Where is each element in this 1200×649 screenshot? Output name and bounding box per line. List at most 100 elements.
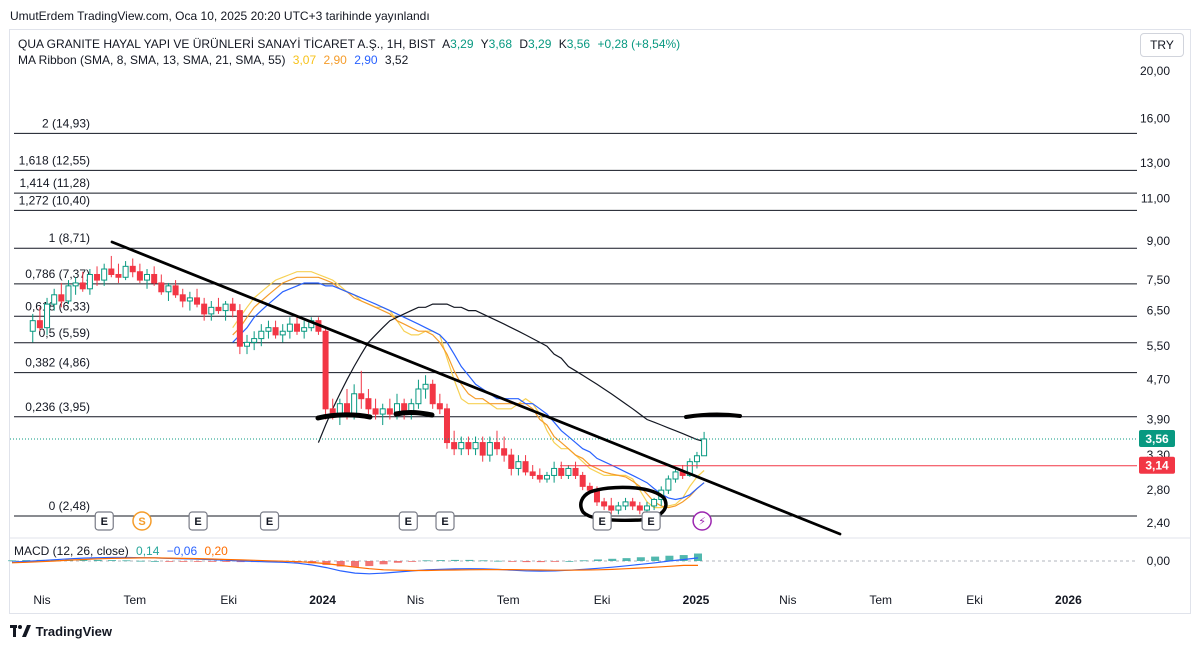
support-marker-1 (315, 412, 373, 421)
candle-body (686, 461, 693, 476)
ma-ribbon-legend[interactable]: MA Ribbon (SMA, 8, SMA, 13, SMA, 21, SMA… (18, 53, 412, 67)
candle-body (215, 306, 222, 312)
candle (636, 501, 643, 515)
macd-zero-tick-label: 0,00 (1147, 554, 1171, 568)
candle-body (236, 310, 243, 347)
candle (165, 282, 172, 301)
candle (472, 436, 479, 456)
candle-body (272, 327, 279, 336)
macd-histogram-bar (508, 561, 517, 562)
candle-body (608, 505, 615, 511)
candle (194, 288, 201, 308)
candle-body (415, 388, 422, 405)
fib-level-label: 1,272 (10,40) (19, 193, 90, 207)
candle (279, 324, 286, 343)
candle-body (358, 393, 365, 400)
earnings-marker-label: E (441, 516, 448, 528)
candle-body (94, 273, 101, 281)
candle-body (229, 303, 236, 312)
candle-body (579, 474, 586, 487)
candle (365, 388, 372, 415)
candle (65, 280, 72, 305)
ohlc-high: Y3,68 (480, 37, 512, 51)
candle-body (443, 408, 450, 444)
candle-body (165, 285, 172, 293)
candle (36, 307, 43, 332)
candle (415, 379, 422, 409)
candle (215, 297, 222, 314)
candle (601, 497, 608, 511)
candle (158, 274, 165, 295)
candle-body (108, 268, 115, 275)
symbol-legend[interactable]: QUA GRANITE HAYAL YAPI VE ÜRÜNLERİ SANAY… (18, 37, 684, 51)
candle (251, 331, 258, 351)
candle-body (551, 467, 558, 476)
time-tick-label: Eki (220, 593, 237, 607)
earnings-marker (641, 511, 661, 531)
macd-histogram-bar (193, 561, 202, 562)
candle-body (522, 461, 529, 473)
candle-body (222, 303, 229, 312)
macd-legend[interactable]: MACD (12, 26, close) 0,14 −0,06 0,20 (14, 544, 232, 558)
currency-button[interactable]: TRY (1140, 33, 1184, 57)
level-price-tag-label: 3,14 (1145, 459, 1169, 473)
candle (536, 468, 543, 483)
price-tick-label: 4,70 (1147, 373, 1171, 387)
macd-histogram-bar (493, 560, 502, 562)
macd-histogram-bar (150, 561, 159, 562)
candle (222, 300, 229, 321)
macd-signal-value: 0,20 (204, 544, 228, 558)
candle-body (636, 505, 643, 511)
candle-body (458, 442, 465, 450)
candle-body (186, 297, 193, 302)
macd-histogram-bar (165, 561, 174, 562)
candle-body (565, 467, 572, 476)
candle-body (572, 467, 579, 476)
time-tick-label: 2025 (683, 593, 710, 607)
candle (465, 436, 472, 456)
macd-histogram-bar (536, 561, 545, 563)
candle-body (701, 438, 708, 457)
candle (236, 304, 243, 355)
candle (272, 320, 279, 339)
candle-body (201, 303, 208, 315)
macd-histogram-bar (579, 560, 588, 562)
candle (493, 430, 500, 456)
earnings-marker-label: E (647, 516, 654, 528)
candle (479, 436, 486, 462)
fib-level-label: 0 (2,48) (49, 499, 90, 513)
candle (422, 375, 429, 399)
bottom-circle-marker (579, 485, 668, 523)
candle (379, 403, 386, 426)
candle (172, 280, 179, 298)
candle-body (493, 442, 500, 450)
macd-histogram-bar (108, 560, 117, 561)
time-tick-label: Eki (966, 593, 983, 607)
candle (508, 448, 515, 476)
candle-body (151, 273, 158, 284)
candle (543, 471, 550, 483)
macd-histogram-bar (222, 561, 231, 562)
candle-body (208, 306, 215, 315)
target-marker (684, 412, 742, 419)
candle-body (472, 442, 479, 450)
macd-histogram-bar (565, 561, 574, 562)
candle-body (508, 454, 515, 469)
candle-body (294, 323, 301, 332)
candle-body (372, 408, 379, 415)
candle (629, 497, 636, 511)
candles (29, 255, 708, 515)
candle (522, 455, 529, 476)
fibonacci-levels: 2 (14,93) 1,618 (12,55) 1,414 (11,28) 1,272… (14, 116, 1137, 517)
candle-body (144, 273, 151, 281)
candle-body (465, 442, 472, 450)
candle-body (501, 448, 508, 456)
ma21-value: 2,90 (354, 53, 378, 67)
candle (558, 461, 565, 480)
candle-body (58, 294, 65, 302)
event-markers: E S E E E E E E ⚡ (94, 511, 712, 531)
ma55-value: 3,52 (384, 53, 409, 67)
candle-body (351, 393, 358, 415)
candle (115, 263, 122, 283)
